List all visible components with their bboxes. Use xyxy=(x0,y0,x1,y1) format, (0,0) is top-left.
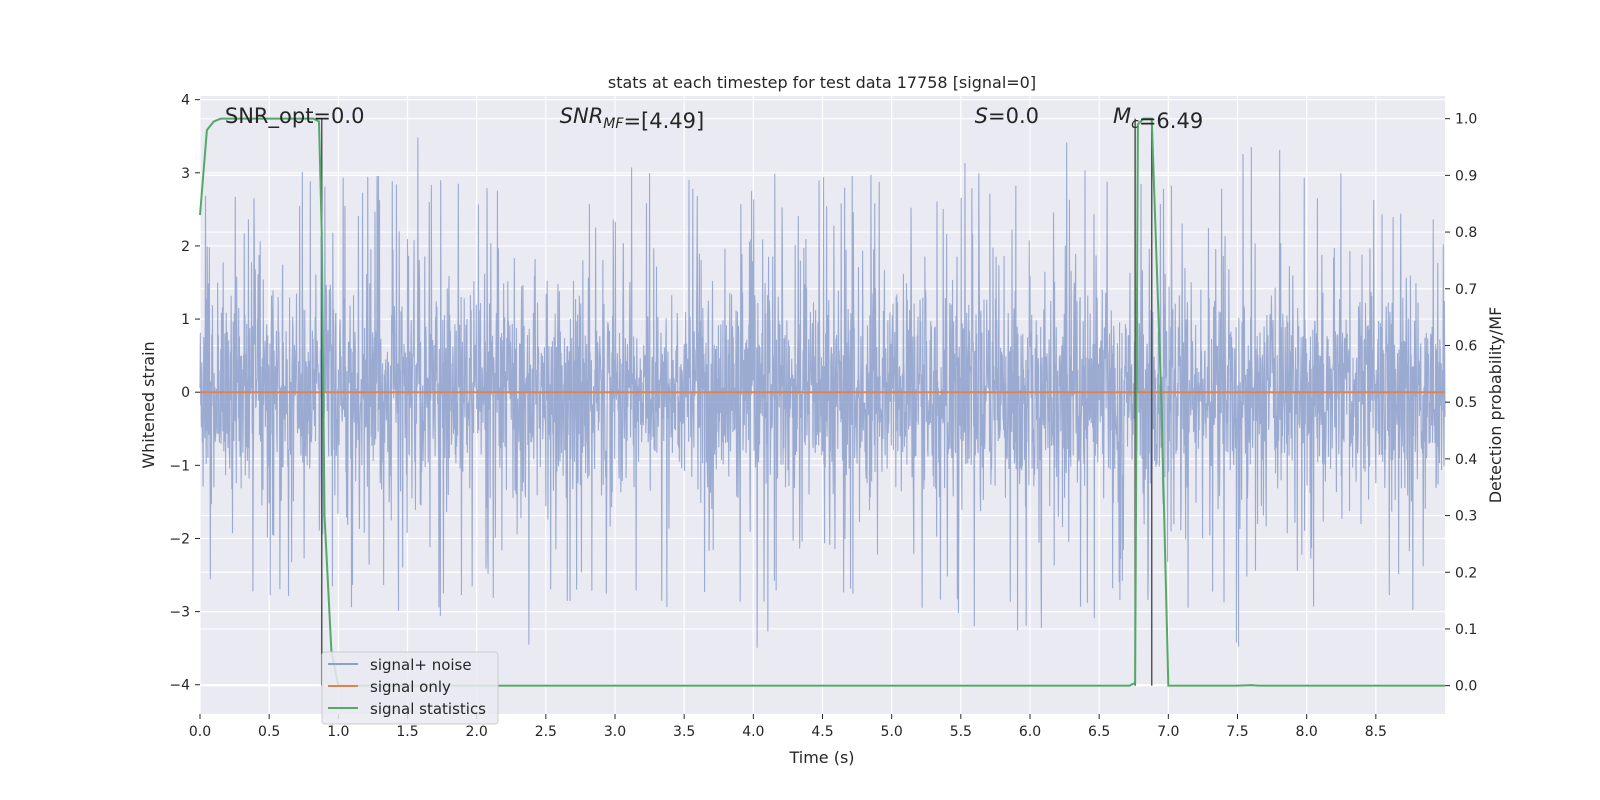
y-left-tick-label: −2 xyxy=(169,531,190,547)
x-tick-label: 7.5 xyxy=(1226,724,1248,740)
x-tick-label: 1.5 xyxy=(396,724,418,740)
x-tick-label: 2.5 xyxy=(535,724,557,740)
y-axis-right-label: Detection probability/MF xyxy=(1486,307,1505,504)
y-right-tick-label: 0.8 xyxy=(1455,225,1477,241)
legend-box xyxy=(321,651,499,725)
annotations: SNR_opt=0.0 SNRMF=[4.49] S=0.0 Mc=6.49 xyxy=(225,104,1203,133)
chart-title: stats at each timestep for test data 177… xyxy=(608,73,1036,92)
y-left-tick-label: 3 xyxy=(181,166,190,182)
legend-label-signal-statistics: signal statistics xyxy=(370,700,486,718)
y-right-tick-label: 0.7 xyxy=(1455,282,1477,298)
x-tick-label: 2.0 xyxy=(466,724,488,740)
legend-label-signal-plus-noise: signal+ noise xyxy=(370,656,472,674)
x-tick-label: 3.0 xyxy=(604,724,626,740)
series-signal-plus-noise xyxy=(199,137,1446,648)
y-left-tick-label: 0 xyxy=(181,385,190,401)
y-right-tick-label: 0.2 xyxy=(1455,565,1477,581)
y-right-tick-label: 0.5 xyxy=(1455,395,1477,411)
y-axis-left-label: Whitened strain xyxy=(139,341,158,468)
annotation-text: Mc=6.49 xyxy=(1113,104,1203,133)
annotation-text: SNRMF=[4.49] xyxy=(560,104,705,133)
y-left-tick-label: 2 xyxy=(181,239,190,255)
x-axis-ticks: 0.0 0.5 1.0 1.5 2.0 2.5 3.0 3.5 4.0 4.5 5.0 5.5 6.0 6… xyxy=(189,714,1387,740)
y-right-tick-label: 0.4 xyxy=(1455,452,1477,468)
legend-label-signal-only: signal only xyxy=(370,678,451,696)
y-left-tick-label: 1 xyxy=(181,312,190,328)
y-right-tick-label: 0.1 xyxy=(1455,622,1477,638)
y-left-tick-label: −1 xyxy=(169,458,190,474)
series-signal-statistics xyxy=(199,117,1445,687)
x-tick-label: 0.5 xyxy=(258,724,280,740)
annotation-text: SNR_opt=0.0 xyxy=(225,104,365,129)
x-tick-label: 1.0 xyxy=(327,724,349,740)
x-tick-label: 8.5 xyxy=(1365,724,1387,740)
x-tick-label: 7.0 xyxy=(1157,724,1179,740)
y-right-tick-label: 0.6 xyxy=(1455,338,1477,354)
legend: signal+ noise signal only signal statist… xyxy=(321,651,499,725)
y-left-tick-label: 4 xyxy=(181,93,190,109)
y-axis-left-ticks: 4 3 2 1 0 −1 −2 −3 −4 xyxy=(169,93,200,694)
y-right-tick-label: 0.3 xyxy=(1455,509,1477,525)
y-left-tick-label: −4 xyxy=(169,678,190,694)
x-axis-label: Time (s) xyxy=(788,748,854,767)
noise-line xyxy=(199,137,1446,648)
x-tick-label: 5.5 xyxy=(950,724,972,740)
y-left-tick-label: −3 xyxy=(169,605,190,621)
x-tick-label: 8.0 xyxy=(1296,724,1318,740)
x-tick-label: 6.0 xyxy=(1019,724,1041,740)
x-tick-label: 5.0 xyxy=(881,724,903,740)
y-right-tick-label: 0.0 xyxy=(1455,679,1477,695)
annotation-text: S=0.0 xyxy=(975,104,1039,128)
x-tick-label: 3.5 xyxy=(673,724,695,740)
x-tick-label: 0.0 xyxy=(189,724,211,740)
y-right-tick-label: 1.0 xyxy=(1455,112,1477,128)
y-axis-right-ticks: 1.0 0.9 0.8 0.7 0.6 0.5 0.4 0.3 0.2 0.1 0.0 xyxy=(1445,112,1477,695)
y-right-tick-label: 0.9 xyxy=(1455,168,1477,184)
x-tick-label: 6.5 xyxy=(1088,724,1110,740)
signal-statistics-line xyxy=(199,117,1445,687)
x-tick-label: 4.5 xyxy=(811,724,833,740)
x-tick-label: 4.0 xyxy=(742,724,764,740)
